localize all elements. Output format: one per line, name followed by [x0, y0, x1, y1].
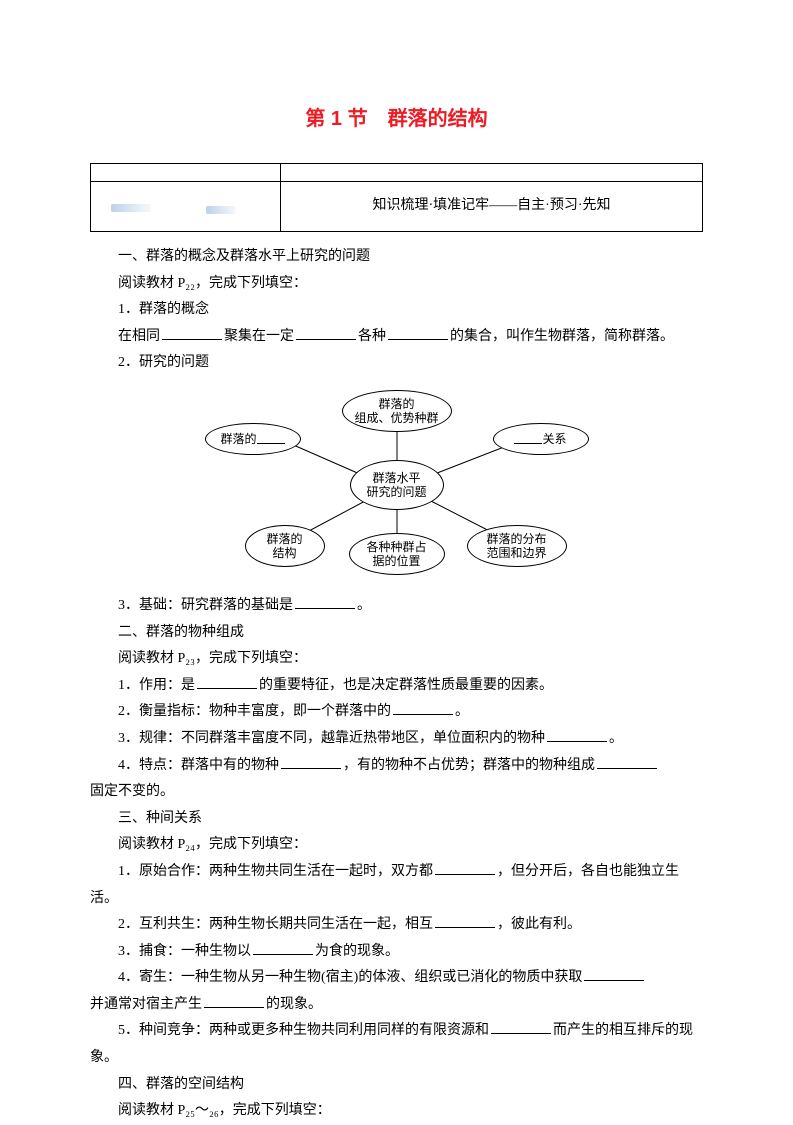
text: 。	[609, 731, 623, 746]
fill-blank-line: 并通常对宿主产生 的现象。	[90, 992, 703, 1019]
text: ，有的物种不占优势；群落中的物种组成	[343, 758, 595, 773]
text: 并通常对宿主产生	[90, 997, 202, 1012]
text-line: 固定不变的。	[90, 779, 703, 806]
text: 5．种间竞争：两种或更多种生物共同利用同样的有限资源和	[118, 1023, 489, 1038]
header-subtitle: 知识梳理·填准记牢——自主·预习·先知	[281, 182, 703, 232]
fill-blank-line: 3．捕食：一种生物以 为食的现象。	[90, 939, 703, 966]
fill-blank-line: 2．互利共生：两种生物长期共同生活在一起，相互 ，彼此有利。	[90, 912, 703, 939]
diagram-node-bottom-left: 群落的结构	[245, 525, 325, 567]
page-title: 第 1 节 群落的结构	[90, 100, 703, 138]
text: 聚集在一定	[224, 329, 294, 344]
fill-blank-line: 3．基础：研究群落的基础是 。	[90, 593, 703, 620]
fill-blank-line: 4．寄生：一种生物从另一种生物(宿主)的体液、组织或已消化的物质中获取	[90, 965, 703, 992]
read-instruction: 阅读教材 P₂₂，完成下列填空：	[90, 271, 703, 298]
diagram-node-top: 群落的组成、优势种群	[342, 390, 452, 432]
diagram-node-center: 群落水平研究的问题	[350, 460, 444, 510]
subheading: 1．群落的概念	[90, 297, 703, 324]
header-bottom-left	[91, 182, 281, 232]
text: 在相同	[118, 329, 160, 344]
text: ，彼此有利。	[497, 917, 581, 932]
blank[interactable]	[253, 941, 313, 955]
decorative-smudge	[111, 204, 151, 212]
fill-blank-line: 5．种间竞争：两种或更多种生物共同利用同样的有限资源和而产生的相互排斥的现象。	[90, 1018, 703, 1071]
text: 1．原始合作：两种生物共同生活在一起时，双方都	[118, 864, 433, 879]
diagram-node-bottom-mid: 各种种群占据的位置	[349, 533, 445, 575]
blank[interactable]	[197, 675, 257, 689]
fill-blank-line: 1．原始合作：两种生物共同生活在一起时，双方都，但分开后，各自也能独立生活。	[90, 859, 703, 912]
text: 为食的现象。	[315, 944, 399, 959]
concept-diagram: 群落水平研究的问题 群落的组成、优势种群 群落的 关系 群落的结构 各种种群占据…	[90, 385, 703, 585]
read-instruction: 阅读教材 P₂₃，完成下列填空：	[90, 646, 703, 673]
section-heading: 四、群落的空间结构	[90, 1072, 703, 1099]
read-instruction: 阅读教材 P₂₅～₂₆，完成下列填空：	[90, 1098, 703, 1125]
section-heading: 一、群落的概念及群落水平上研究的问题	[90, 244, 703, 271]
text: 。	[455, 704, 469, 719]
fill-blank-line: 在相同 聚集在一定 各种 的集合，叫作生物群落，简称群落。	[90, 324, 703, 351]
blank[interactable]	[547, 728, 607, 742]
blank[interactable]	[491, 1020, 551, 1034]
diagram-node-bottom-right: 群落的分布范围和边界	[467, 525, 567, 567]
blank[interactable]	[435, 914, 495, 928]
text: 。	[357, 598, 371, 613]
blank[interactable]	[597, 755, 657, 769]
header-table: 知识梳理·填准记牢——自主·预习·先知	[90, 163, 703, 232]
text: 3．规律：不同群落丰富度不同，越靠近热带地区，单位面积内的物种	[118, 731, 545, 746]
text: 的重要特征，也是决定群落性质最重要的因素。	[259, 678, 553, 693]
blank[interactable]	[393, 701, 453, 715]
text: 1．作用：是	[118, 678, 195, 693]
read-instruction: 阅读教材 P₂₄，完成下列填空：	[90, 832, 703, 859]
text: 2．互利共生：两种生物长期共同生活在一起，相互	[118, 917, 433, 932]
fill-blank-line: 1．作用：是 的重要特征，也是决定群落性质最重要的因素。	[90, 673, 703, 700]
fill-blank-line: 3．规律：不同群落丰富度不同，越靠近热带地区，单位面积内的物种 。	[90, 726, 703, 753]
text: 3．捕食：一种生物以	[118, 944, 251, 959]
blank[interactable]	[295, 595, 355, 609]
text: 的现象。	[266, 997, 322, 1012]
diagram-node-top-left: 群落的	[205, 423, 301, 455]
blank[interactable]	[204, 994, 264, 1008]
text: 2．衡量指标：物种丰富度，即一个群落中的	[118, 704, 391, 719]
blank[interactable]	[435, 861, 495, 875]
blank[interactable]	[388, 326, 448, 340]
section-heading: 二、群落的物种组成	[90, 620, 703, 647]
text: 关系	[542, 432, 566, 446]
text: 群落的	[220, 432, 256, 446]
text: 3．基础：研究群落的基础是	[118, 598, 293, 613]
blank[interactable]	[514, 434, 542, 445]
blank[interactable]	[257, 434, 285, 445]
fill-blank-line: 2．衡量指标：物种丰富度，即一个群落中的 。	[90, 699, 703, 726]
header-top-right	[281, 164, 703, 182]
blank[interactable]	[281, 755, 341, 769]
blank[interactable]	[162, 326, 222, 340]
subheading: 2．研究的问题	[90, 350, 703, 377]
text: 的集合，叫作生物群落，简称群落。	[450, 329, 674, 344]
text: 4．特点：群落中有的物种	[118, 758, 279, 773]
diagram-node-top-right: 关系	[493, 423, 589, 455]
blank[interactable]	[296, 326, 356, 340]
text: 各种	[358, 329, 386, 344]
section-heading: 三、种间关系	[90, 806, 703, 833]
fill-blank-line: 4．特点：群落中有的物种 ，有的物种不占优势；群落中的物种组成	[90, 753, 703, 780]
text: 4．寄生：一种生物从另一种生物(宿主)的体液、组织或已消化的物质中获取	[118, 970, 582, 985]
decorative-smudge	[206, 206, 236, 214]
blank[interactable]	[584, 967, 644, 981]
header-top-left	[91, 164, 281, 182]
